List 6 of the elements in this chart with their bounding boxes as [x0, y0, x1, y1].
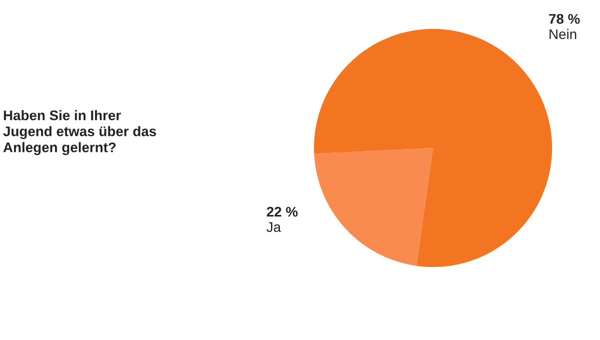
- pie-slice: [314, 148, 434, 266]
- data-label: 22 %: [266, 206, 298, 217]
- slice-label: Ja: [266, 222, 282, 232]
- slice-label: Nein: [550, 28, 576, 40]
- text: Haben Sie in Ihrer Jugend etwas über das Anlegen gelernt?: [3, 110, 156, 156]
- data-label: 78 %: [549, 14, 580, 24]
